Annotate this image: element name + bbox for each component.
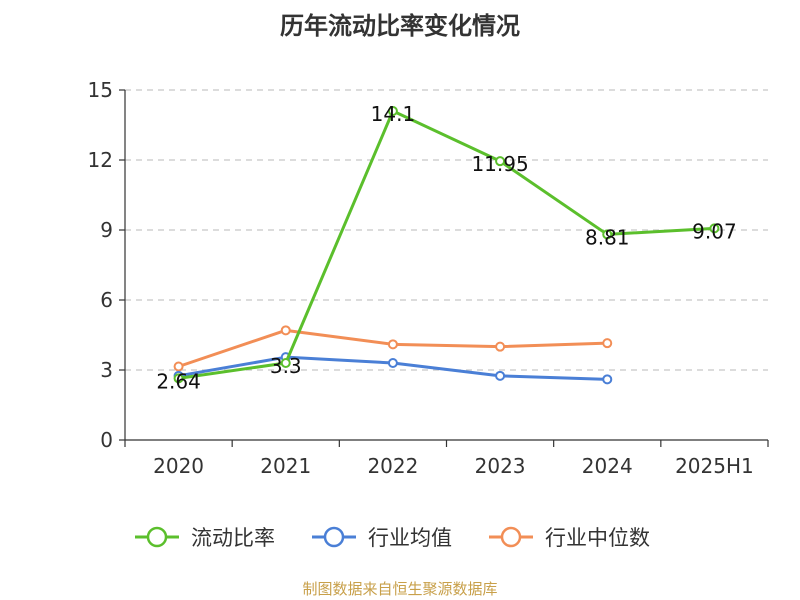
data-labels: 2.64 3.3 14.1 11.95 8.81 9.07 bbox=[156, 102, 736, 393]
legend-label: 行业中位数 bbox=[545, 526, 650, 550]
legend-marker-icon bbox=[500, 526, 522, 548]
data-point[interactable] bbox=[495, 156, 506, 167]
legend-item[interactable]: 行业均值 bbox=[312, 526, 452, 550]
x-tick-label: 2021 bbox=[260, 454, 311, 478]
axes: 0 3 6 9 12 15 2020 2021 2022 2023 2024 2025H1 bbox=[88, 78, 769, 478]
y-tick-label: 12 bbox=[88, 148, 113, 172]
legend-item[interactable]: 流动比率 bbox=[135, 526, 275, 550]
data-point[interactable] bbox=[280, 325, 291, 336]
x-tick-label: 2024 bbox=[582, 454, 633, 478]
data-point[interactable] bbox=[602, 338, 613, 349]
data-point[interactable] bbox=[280, 358, 291, 368]
data-point[interactable] bbox=[495, 341, 506, 352]
series-layer bbox=[173, 106, 720, 385]
data-label: 11.95 bbox=[471, 152, 528, 176]
data-point[interactable] bbox=[709, 223, 720, 234]
data-label: 9.07 bbox=[692, 219, 737, 243]
data-point[interactable] bbox=[387, 339, 398, 350]
chart-title: 历年流动比率变化情况 bbox=[280, 12, 520, 40]
series-line bbox=[178, 109, 715, 380]
legend-label: 流动比率 bbox=[191, 526, 275, 550]
y-tick-label: 15 bbox=[88, 78, 113, 102]
legend[interactable]: 流动比率 行业均值 行业中位数 bbox=[135, 526, 650, 550]
x-tick-label: 2025H1 bbox=[675, 454, 754, 478]
x-tick-label: 2020 bbox=[153, 454, 204, 478]
y-tick-label: 0 bbox=[100, 428, 113, 452]
data-label: 3.3 bbox=[270, 354, 302, 378]
data-point[interactable] bbox=[602, 374, 613, 385]
y-tick-label: 6 bbox=[100, 288, 113, 312]
data-point[interactable] bbox=[495, 370, 506, 381]
data-point[interactable] bbox=[173, 361, 184, 372]
y-tick-label: 3 bbox=[100, 358, 113, 382]
data-label: 8.81 bbox=[585, 225, 630, 249]
legend-label: 行业均值 bbox=[368, 526, 452, 550]
data-point[interactable] bbox=[173, 373, 184, 384]
legend-marker-icon bbox=[146, 526, 168, 548]
x-tick-label: 2022 bbox=[367, 454, 418, 478]
data-label: 2.64 bbox=[156, 369, 201, 393]
data-point[interactable] bbox=[602, 229, 613, 240]
data-point[interactable] bbox=[387, 106, 398, 116]
legend-marker-icon bbox=[323, 526, 345, 548]
y-tick-label: 9 bbox=[100, 218, 113, 242]
legend-item[interactable]: 行业中位数 bbox=[489, 526, 650, 550]
x-tick-label: 2023 bbox=[475, 454, 526, 478]
data-label: 14.1 bbox=[371, 102, 416, 126]
source-note: 制图数据来自恒生聚源数据库 bbox=[302, 580, 498, 598]
data-point[interactable] bbox=[387, 358, 398, 368]
